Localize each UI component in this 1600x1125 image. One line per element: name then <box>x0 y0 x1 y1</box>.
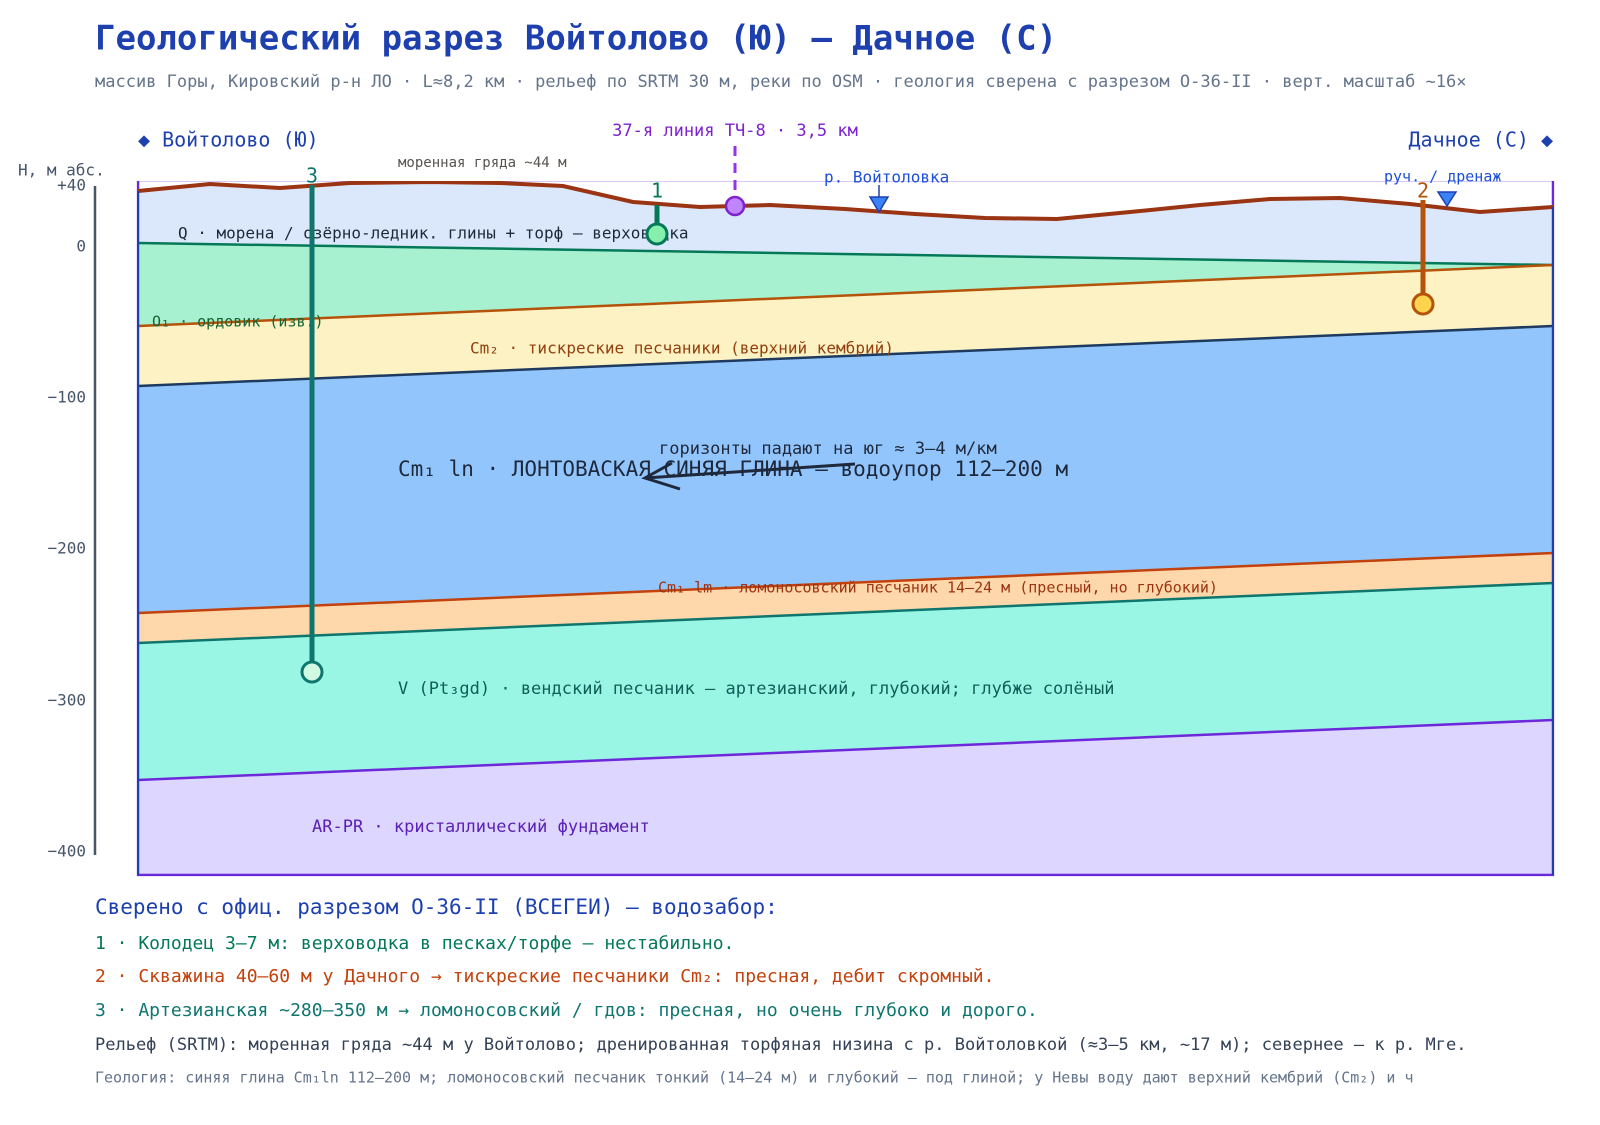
section: H, м абс. +40 0 −100 −200 −300 −400 ◆ Войтоло… <box>18 121 1556 875</box>
ticks: +40 0 −100 −200 −300 −400 <box>47 176 86 861</box>
river-icon <box>868 196 890 214</box>
boundary <box>137 718 1554 782</box>
y-tick-label: −200 <box>47 539 86 558</box>
layer-label: O₁ · ордовик (изв.) <box>152 313 324 331</box>
layer-label: Cm₂ · тискреские песчаники (верхний кемб… <box>470 339 894 358</box>
layer-basement <box>138 720 1553 875</box>
y-tick-label: −400 <box>47 842 86 861</box>
well-2-bottom <box>1411 292 1435 316</box>
stream-label: руч. / дренаж <box>1384 168 1501 186</box>
marker-label: 37-я линия ТЧ-8 · 3,5 км <box>612 121 858 141</box>
well-label: 2 <box>1417 179 1429 203</box>
boundary <box>137 581 1554 645</box>
boundary <box>137 324 1554 388</box>
dip-arrowhead <box>641 461 681 491</box>
dip-label: горизонты падают на юг ≈ 3–4 м/км <box>659 439 997 459</box>
stream-icon <box>1436 191 1458 208</box>
y-tick-label: −300 <box>47 691 86 710</box>
y-tick-label: −100 <box>47 388 86 407</box>
axis-label: H, м абс. <box>18 161 105 180</box>
layer-label: AR-PR · кристаллический фундамент <box>312 817 650 837</box>
well-label: 3 <box>306 164 318 188</box>
layer-label: Q · морена / озёрно-ледник. глины + торф… <box>178 224 689 243</box>
subtitle: массив Горы, Кировский р-н ЛО · L≈8,2 км… <box>95 72 1466 92</box>
north-label: Дачное (С) ◆ <box>1409 128 1554 152</box>
layer-label: Cm₁ ln · ЛОНТОВАСКАЯ СИНЯЯ ГЛИНА — водоу… <box>398 457 1068 481</box>
note: 3 · Артезианская ~280–350 м → ломоносовс… <box>95 1000 1038 1021</box>
surface <box>137 179 1554 222</box>
well-label: 1 <box>651 179 663 203</box>
boundary <box>137 241 1554 267</box>
layer-label: Cm₁ lm · ломоносовский песчаник 14–24 м … <box>658 579 1218 597</box>
dip-arrow <box>644 462 856 480</box>
note: Геология: синяя глина Cm₁ln 112–200 м; л… <box>95 1069 1414 1087</box>
well-1-bottom <box>645 222 669 246</box>
note: 2 · Скважина 40–60 м у Дачного → тискрес… <box>95 966 994 987</box>
frame-top-mask <box>136 170 1556 181</box>
boundary <box>137 263 1554 328</box>
layer-label: V (Pt₃gd) · вендский песчаник — артезиан… <box>398 679 1114 699</box>
ridge-label: моренная гряда ~44 м <box>398 155 567 171</box>
south-label: ◆ Войтолово (Ю) <box>138 128 319 152</box>
y-tick-label: 0 <box>76 237 86 256</box>
title: Геологический разрез Войтолово (Ю) — Дач… <box>95 19 1057 59</box>
note: 1 · Колодец 3–7 м: верховодка в песках/т… <box>95 933 734 954</box>
y-tick-label: +40 <box>57 176 86 195</box>
boundary <box>137 551 1554 615</box>
notes-title: Сверено с офиц. разрезом O-36-II (ВСЕГЕИ… <box>95 895 778 919</box>
note: Рельеф (SRTM): моренная гряда ~44 м у Во… <box>95 1035 1466 1055</box>
marker-point <box>724 195 746 217</box>
well-3-bottom <box>300 660 324 684</box>
river-label: р. Войтоловка <box>824 168 949 187</box>
